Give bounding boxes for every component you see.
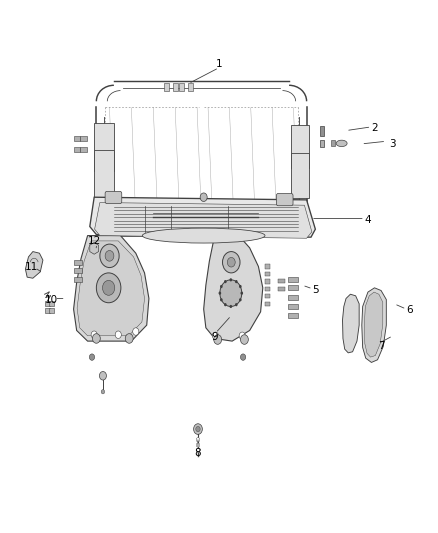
Circle shape: [89, 354, 95, 360]
Polygon shape: [90, 243, 99, 254]
Polygon shape: [94, 123, 114, 171]
Bar: [74, 147, 80, 152]
Circle shape: [212, 332, 219, 340]
Circle shape: [194, 424, 202, 434]
Circle shape: [240, 354, 246, 360]
FancyBboxPatch shape: [105, 191, 122, 204]
Bar: [49, 308, 54, 313]
Circle shape: [240, 292, 243, 295]
Text: 3: 3: [389, 139, 396, 149]
Text: 1: 1: [215, 59, 223, 69]
Ellipse shape: [142, 228, 265, 243]
Bar: [265, 287, 270, 291]
Bar: [265, 272, 270, 276]
Text: 4: 4: [364, 215, 371, 224]
Circle shape: [224, 280, 227, 283]
Bar: [74, 268, 82, 273]
Bar: [173, 83, 178, 91]
Bar: [74, 260, 82, 265]
Circle shape: [239, 285, 242, 288]
Circle shape: [133, 328, 139, 335]
Circle shape: [230, 278, 232, 281]
Circle shape: [196, 448, 200, 453]
Bar: [49, 301, 54, 306]
Circle shape: [92, 334, 100, 343]
Bar: [288, 277, 298, 282]
Circle shape: [227, 257, 235, 267]
Polygon shape: [95, 203, 312, 238]
Bar: [45, 301, 50, 306]
Polygon shape: [77, 241, 145, 336]
Circle shape: [200, 193, 207, 201]
Bar: [74, 136, 80, 141]
Bar: [265, 302, 270, 306]
Circle shape: [196, 426, 200, 432]
Polygon shape: [364, 292, 383, 357]
Polygon shape: [25, 252, 43, 278]
Bar: [288, 285, 298, 290]
Bar: [320, 140, 324, 147]
Circle shape: [235, 303, 237, 306]
Bar: [265, 294, 270, 298]
Circle shape: [196, 438, 200, 442]
Polygon shape: [343, 294, 359, 353]
Bar: [45, 308, 50, 313]
Bar: [179, 83, 184, 91]
Circle shape: [235, 280, 237, 283]
Text: 12: 12: [88, 237, 101, 246]
Circle shape: [220, 285, 223, 288]
Bar: [288, 313, 298, 318]
Text: 2: 2: [371, 123, 378, 133]
Circle shape: [230, 305, 232, 308]
Bar: [80, 147, 87, 152]
Bar: [331, 140, 335, 146]
Circle shape: [102, 280, 115, 295]
Circle shape: [100, 244, 119, 268]
Bar: [265, 264, 270, 269]
Circle shape: [196, 443, 200, 447]
Circle shape: [105, 251, 114, 261]
Circle shape: [219, 292, 221, 295]
Polygon shape: [291, 125, 309, 168]
Circle shape: [96, 273, 121, 303]
Bar: [80, 136, 87, 141]
Text: 11: 11: [25, 262, 38, 271]
Text: 10: 10: [45, 295, 58, 304]
Bar: [164, 83, 169, 91]
Bar: [278, 287, 285, 291]
Circle shape: [224, 303, 226, 306]
Circle shape: [91, 331, 97, 338]
Circle shape: [240, 335, 248, 344]
Text: 6: 6: [406, 305, 413, 315]
Circle shape: [239, 298, 242, 302]
Text: 9: 9: [211, 332, 218, 342]
Circle shape: [223, 252, 240, 273]
Circle shape: [239, 332, 245, 340]
Text: 7: 7: [378, 342, 385, 351]
Bar: [278, 279, 285, 283]
Ellipse shape: [336, 140, 347, 147]
Polygon shape: [204, 236, 263, 341]
Polygon shape: [291, 153, 309, 198]
Bar: [188, 83, 193, 91]
Polygon shape: [362, 288, 386, 362]
Circle shape: [125, 334, 133, 343]
Bar: [288, 304, 298, 309]
Bar: [320, 126, 324, 136]
Circle shape: [99, 372, 106, 380]
Circle shape: [101, 390, 105, 394]
Circle shape: [220, 280, 242, 306]
Circle shape: [214, 335, 222, 344]
Bar: [288, 295, 298, 300]
Circle shape: [220, 298, 223, 302]
FancyBboxPatch shape: [276, 193, 293, 206]
Polygon shape: [94, 150, 114, 198]
Bar: [74, 277, 82, 282]
Polygon shape: [90, 197, 315, 237]
Text: 5: 5: [312, 286, 319, 295]
Polygon shape: [74, 236, 149, 341]
Circle shape: [115, 331, 121, 338]
Bar: [265, 279, 270, 284]
Text: 8: 8: [194, 448, 201, 458]
